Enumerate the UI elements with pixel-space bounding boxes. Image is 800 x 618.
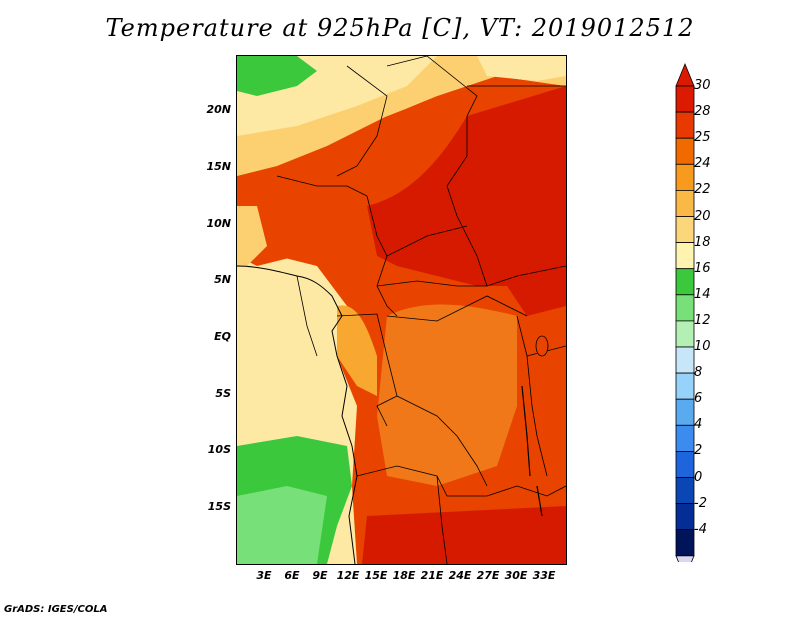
colorbar-swatch: [675, 450, 695, 478]
lake-victoria: [535, 335, 549, 357]
credit-text: GrADS: IGES/COLA: [4, 604, 108, 615]
lake-tanganyika: [521, 385, 531, 477]
lon-label: 24E: [448, 569, 472, 582]
colorbar-label: 25: [694, 130, 711, 146]
lon-label: 15E: [364, 569, 388, 582]
colorbar-swatch: [675, 294, 695, 322]
colorbar-label: 2: [694, 443, 703, 459]
lon-label: 9E: [312, 569, 328, 582]
colorbar-swatch: [675, 372, 695, 400]
lon-label: 18E: [392, 569, 416, 582]
colorbar-label: 16: [694, 260, 711, 276]
temp-region-west-tan: [237, 206, 267, 266]
temp-region-hot-south: [362, 506, 566, 564]
colorbar-swatch: [675, 85, 695, 113]
lat-label: 10S: [207, 443, 231, 456]
colorbar-label: 10: [694, 339, 711, 354]
colorbar-top-arrow: [675, 62, 695, 87]
lat-label: 5N: [214, 273, 231, 286]
colorbar-label: 24: [694, 156, 711, 172]
colorbar-label: 8: [694, 365, 703, 381]
map-title: Temperature at 925hPa [C], VT: 201901251…: [105, 14, 695, 42]
colorbar-swatch: [675, 111, 695, 139]
colorbar-label: 22: [694, 182, 711, 198]
map-canvas: [237, 56, 566, 564]
colorbar-swatch: [675, 242, 695, 270]
lat-label: EQ: [214, 330, 231, 343]
lat-label: 15S: [207, 500, 231, 513]
colorbar-label: 12: [694, 312, 711, 328]
colorbar-swatch: [675, 189, 695, 217]
lon-label: 27E: [476, 569, 500, 582]
colorbar-swatch: [675, 320, 695, 348]
colorbar-swatch: [675, 477, 695, 505]
colorbar-swatch: [675, 163, 695, 191]
coastline: [237, 265, 358, 564]
colorbar-label: -2: [694, 495, 707, 511]
lat-label: 10N: [206, 217, 231, 230]
colorbar-label: 14: [694, 286, 711, 302]
colorbar-label: 4: [694, 417, 703, 433]
temp-region-orange-center: [377, 304, 517, 486]
temp-region-west: [237, 166, 377, 266]
lat-label: 20N: [206, 103, 231, 116]
colorbar-swatch: [675, 398, 695, 426]
lat-label: 5S: [215, 387, 231, 400]
temp-region-north-green: [237, 56, 317, 96]
country-borders: [276, 56, 566, 564]
colorbar-label: 30: [694, 78, 711, 93]
colorbar-swatch: [675, 137, 695, 165]
lon-label: 21E: [420, 569, 444, 582]
colorbar-label: -4: [694, 521, 707, 537]
colorbar-swatch: [675, 424, 695, 452]
lake-malawi: [536, 485, 543, 517]
colorbar-bottom-arrow: [675, 555, 695, 562]
temp-region-ne-pale: [477, 56, 566, 81]
colorbar-swatch: [675, 503, 695, 531]
colorbar: [675, 62, 695, 562]
colorbar-label: 18: [694, 234, 711, 250]
lon-label: 12E: [336, 569, 360, 582]
colorbar-swatch: [675, 216, 695, 244]
temp-region-hot: [367, 86, 566, 316]
colorbar-swatch: [675, 529, 695, 557]
lat-label: 15N: [206, 160, 231, 173]
lon-label: 30E: [504, 569, 528, 582]
lon-label: 6E: [284, 569, 300, 582]
temperature-map: [236, 55, 567, 565]
colorbar-label: 20: [694, 208, 711, 224]
lon-label: 33E: [532, 569, 556, 582]
temp-region-south-lightgreen: [237, 486, 327, 564]
lon-label: 3E: [256, 569, 272, 582]
colorbar-swatch: [675, 268, 695, 296]
colorbar-label: 0: [694, 469, 703, 485]
temp-region-lightorange: [337, 305, 377, 396]
colorbar-swatch: [675, 346, 695, 374]
colorbar-label: 6: [694, 391, 703, 407]
colorbar-label: 28: [694, 104, 711, 120]
